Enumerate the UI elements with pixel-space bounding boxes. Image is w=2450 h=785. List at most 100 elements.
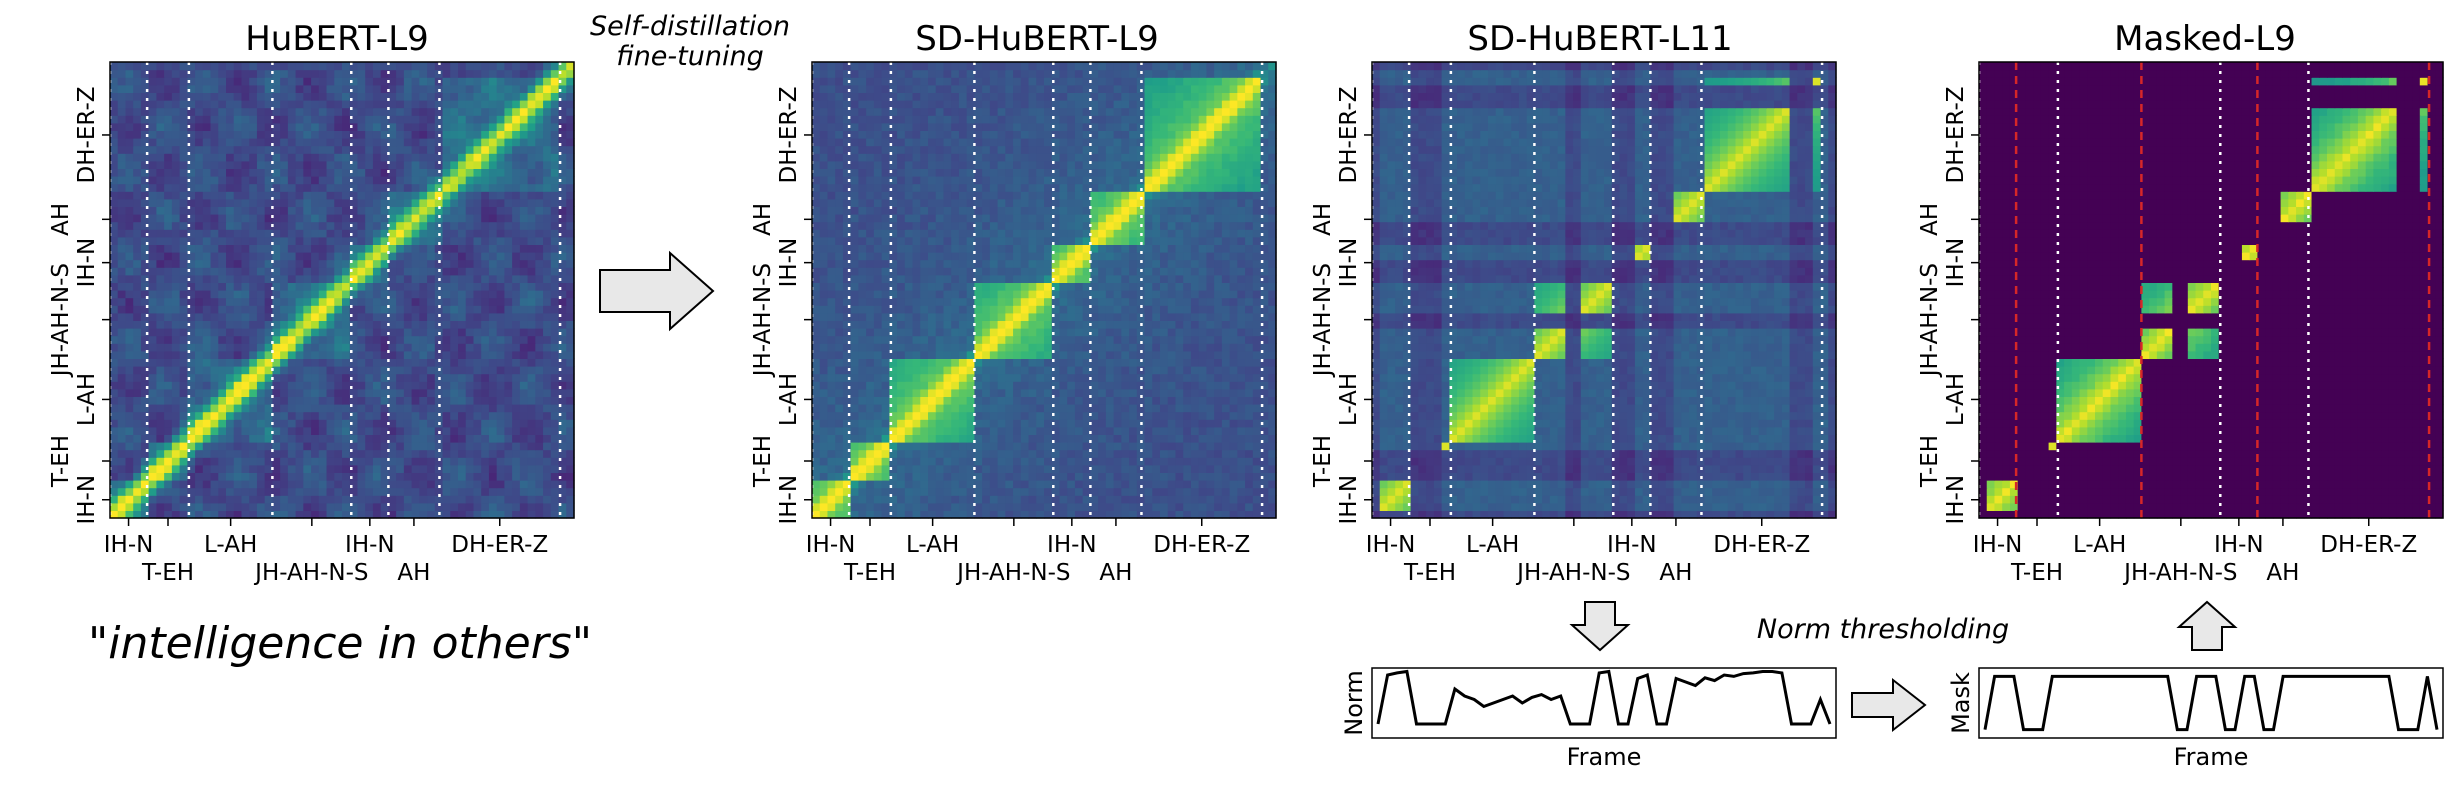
heatmap-cell — [519, 297, 529, 306]
heatmap-cell — [311, 69, 320, 78]
heatmap-cell — [1152, 510, 1161, 519]
heatmap-cell — [997, 480, 1006, 489]
heatmap-cell — [1036, 464, 1045, 473]
heatmap-cell — [1144, 457, 1153, 466]
heatmap-cell — [187, 510, 196, 519]
heatmap-cell — [512, 183, 521, 192]
heatmap-cell — [481, 426, 490, 435]
heatmap-cell — [357, 130, 366, 139]
heatmap-cell — [403, 130, 413, 139]
heatmap-cell — [241, 84, 250, 93]
heatmap-cell — [179, 419, 188, 428]
heatmap-cell — [171, 297, 181, 306]
heatmap-cell — [842, 396, 852, 405]
heatmap-cell — [496, 487, 505, 496]
heatmap-cell — [295, 122, 304, 131]
heatmap-cell — [110, 229, 119, 238]
heatmap-cell — [380, 502, 389, 511]
heatmap-cell — [1090, 426, 1099, 435]
heatmap-cell — [202, 100, 212, 109]
heatmap-cell — [558, 77, 567, 86]
heatmap-cell — [1082, 381, 1091, 390]
heatmap-cell — [411, 457, 420, 466]
heatmap-cell — [488, 145, 498, 154]
heatmap-cell — [264, 92, 273, 101]
heatmap-cell — [318, 229, 328, 238]
heatmap-cell — [202, 457, 212, 466]
heatmap-cell — [311, 221, 320, 230]
heatmap-cell — [512, 107, 521, 116]
heatmap-cell — [349, 145, 359, 154]
heatmap-cell — [272, 198, 281, 207]
heatmap-cell — [819, 502, 829, 511]
heatmap-cell — [148, 449, 157, 458]
heatmap-cell — [465, 388, 475, 397]
heatmap-cell — [496, 107, 505, 116]
heatmap-cell — [388, 176, 397, 185]
heatmap-cell — [543, 92, 552, 101]
heatmap-cell — [403, 358, 413, 367]
heatmap-cell — [303, 100, 312, 109]
heatmap-cell — [280, 252, 289, 261]
heatmap-cell — [148, 388, 157, 397]
heatmap-cell — [512, 138, 521, 147]
heatmap-cell — [473, 77, 482, 86]
heatmap-cell — [850, 396, 859, 405]
heatmap-cell — [202, 84, 212, 93]
heatmap-cell — [897, 495, 906, 504]
heatmap-cell — [202, 510, 212, 519]
heatmap-cell — [458, 84, 467, 93]
heatmap-cell — [904, 404, 914, 413]
panel-title-sd-hubert-l9: SD-HuBERT-L9 — [915, 19, 1159, 59]
heatmap-cell — [156, 373, 165, 382]
heatmap-cell — [519, 176, 529, 185]
heatmap-cell — [550, 495, 560, 504]
heatmap-cell — [1028, 404, 1037, 413]
heatmap-cell — [527, 107, 536, 116]
heatmap-cell — [256, 510, 266, 519]
heatmap-cell — [117, 305, 127, 314]
heatmap-cell — [427, 381, 436, 390]
heatmap-cell — [156, 358, 165, 367]
heatmap-cell — [249, 502, 258, 511]
heatmap-cell — [419, 419, 428, 428]
heatmap-cell — [148, 350, 157, 359]
heatmap-cell — [1167, 495, 1177, 504]
heatmap-cell — [411, 206, 420, 215]
heatmap-cell — [543, 236, 552, 245]
heatmap-cell — [535, 350, 544, 359]
heatmap-cell — [450, 214, 459, 223]
heatmap-cell — [349, 69, 359, 78]
heatmap-cell — [519, 290, 529, 299]
heatmap-cell — [403, 168, 413, 177]
heatmap-cell — [210, 388, 219, 397]
heatmap-cell — [465, 381, 475, 390]
heatmap-cell — [233, 122, 243, 131]
heatmap-cell — [1105, 396, 1115, 405]
heatmap-cell — [272, 267, 281, 276]
heatmap-cell — [442, 183, 451, 192]
heatmap-cell — [110, 176, 119, 185]
heatmap-cell — [812, 510, 821, 519]
heatmap-cell — [819, 472, 829, 481]
heatmap-cell — [842, 388, 852, 397]
heatmap-cell — [303, 77, 312, 86]
heatmap-cell — [349, 229, 359, 238]
heatmap-cell — [380, 176, 389, 185]
heatmap-cell — [881, 358, 890, 367]
heatmap-cell — [1090, 449, 1099, 458]
heatmap-cell — [210, 107, 219, 116]
heatmap-cell — [365, 183, 374, 192]
heatmap-cell — [481, 350, 490, 359]
heatmap-cell — [889, 373, 898, 382]
heatmap-cell — [311, 290, 320, 299]
heatmap-cell — [187, 487, 196, 496]
heatmap-cell — [488, 100, 498, 109]
heatmap-cell — [210, 358, 219, 367]
heatmap-cell — [450, 502, 459, 511]
heatmap-cell — [450, 381, 459, 390]
heatmap-cell — [488, 115, 498, 124]
heatmap-cell — [380, 366, 389, 375]
heatmap-cell — [156, 145, 165, 154]
heatmap-cell — [1121, 480, 1130, 489]
